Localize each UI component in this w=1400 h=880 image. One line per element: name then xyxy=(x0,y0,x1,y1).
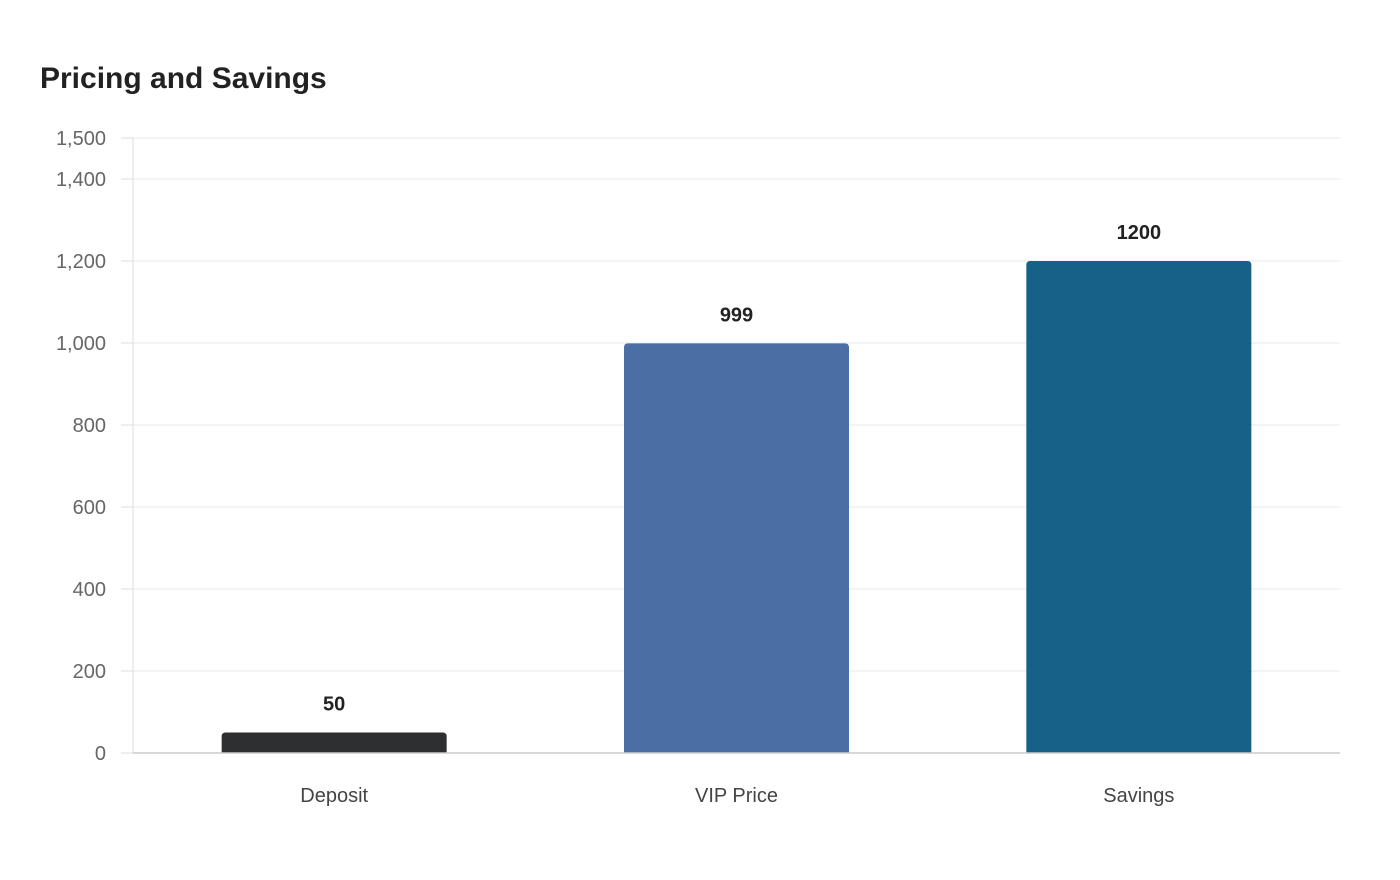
data-label: 1200 xyxy=(1117,222,1162,244)
x-tick-label: Savings xyxy=(1103,785,1174,807)
x-tick-label: VIP Price xyxy=(695,785,778,807)
y-tick-label: 1,000 xyxy=(56,333,106,355)
x-tick-label: Deposit xyxy=(300,785,368,807)
y-tick-label: 200 xyxy=(73,661,106,683)
y-tick-label: 0 xyxy=(95,743,106,765)
bar-vip-price xyxy=(624,343,849,753)
y-tick-label: 600 xyxy=(73,497,106,519)
y-tick-label: 800 xyxy=(73,415,106,437)
data-label: 999 xyxy=(720,304,753,326)
y-tick-label: 1,400 xyxy=(56,169,106,191)
chart-title: Pricing and Savings xyxy=(40,62,327,95)
y-tick-label: 1,200 xyxy=(56,251,106,273)
bar-deposit xyxy=(221,732,447,753)
data-label: 50 xyxy=(323,694,345,716)
y-tick-label: 1,500 xyxy=(56,128,106,150)
bar-savings xyxy=(1026,261,1252,753)
y-tick-label: 400 xyxy=(73,579,106,601)
